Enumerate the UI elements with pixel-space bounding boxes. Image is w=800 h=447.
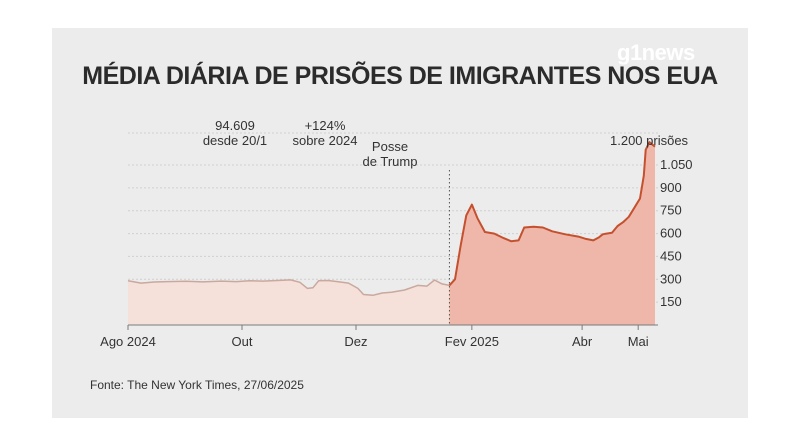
annotation-text: 1.200 prisões — [610, 133, 689, 148]
y-tick-label: 900 — [660, 180, 682, 195]
x-tick-label: Dez — [344, 334, 367, 349]
y-tick-label: 750 — [660, 203, 682, 218]
annotation-text: de Trump — [363, 154, 418, 169]
x-tick-label: Out — [232, 334, 253, 349]
y-tick-label: 1.050 — [660, 157, 693, 172]
y-tick-label: 150 — [660, 294, 682, 309]
x-tick-label: Abr — [572, 334, 593, 349]
series-area — [128, 279, 450, 325]
series-area — [449, 142, 655, 325]
annotation-text: Posse — [372, 139, 408, 154]
g1news-logo: g1news — [617, 40, 695, 65]
y-tick-label: 300 — [660, 271, 682, 286]
annotation-text: desde 20/1 — [203, 133, 267, 148]
series-line — [448, 141, 656, 287]
x-tick-label: Ago 2024 — [100, 334, 156, 349]
annotation-text: sobre 2024 — [292, 133, 357, 148]
x-tick-label: Mai — [628, 334, 649, 349]
chart-title: MÉDIA DIÁRIA DE PRISÕES DE IMIGRANTES NO… — [82, 62, 718, 90]
annotation-text: +124% — [305, 118, 346, 133]
x-tick-label: Fev 2025 — [445, 334, 499, 349]
y-tick-label: 600 — [660, 226, 682, 241]
chart-source: Fonte: The New York Times, 27/06/2025 — [90, 378, 304, 392]
y-tick-label: 450 — [660, 248, 682, 263]
series-line — [127, 279, 450, 297]
annotation-text: 94.609 — [215, 118, 255, 133]
